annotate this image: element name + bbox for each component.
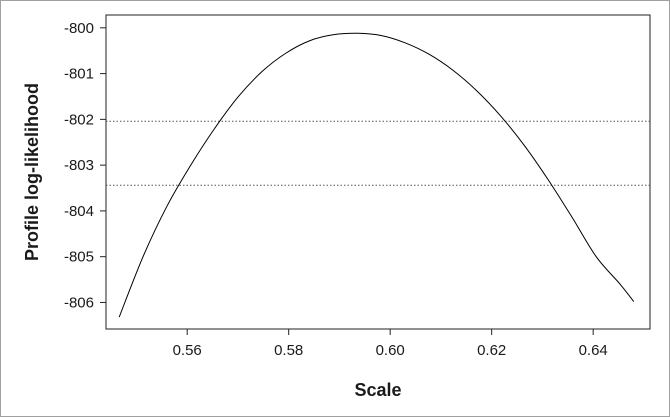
y-tick-label: -801 bbox=[64, 66, 94, 83]
x-tick-label: 0.64 bbox=[579, 342, 608, 359]
y-axis: -800 -801 -802 -803 -804 -805 -806 bbox=[64, 20, 106, 311]
x-tick-label: 0.62 bbox=[477, 342, 506, 359]
y-axis-title: Profile log-likelihood bbox=[22, 83, 42, 261]
x-tick-label: 0.60 bbox=[376, 342, 405, 359]
y-tick-label: -806 bbox=[64, 294, 94, 311]
y-tick-label: -802 bbox=[64, 111, 94, 128]
plot-area-border bbox=[105, 14, 651, 330]
x-tick-label: 0.58 bbox=[274, 342, 303, 359]
y-tick-label: -805 bbox=[64, 249, 94, 266]
y-tick-label: -800 bbox=[64, 20, 94, 37]
curve-layer bbox=[118, 32, 635, 318]
likelihood-curve bbox=[118, 32, 635, 318]
reference-lines bbox=[106, 120, 650, 186]
y-tick-label: -804 bbox=[64, 203, 94, 220]
x-tick-label: 0.56 bbox=[173, 342, 202, 359]
x-axis: 0.56 0.58 0.60 0.62 0.64 bbox=[173, 329, 608, 359]
y-tick-label: -803 bbox=[64, 157, 94, 174]
x-axis-title: Scale bbox=[354, 380, 401, 400]
